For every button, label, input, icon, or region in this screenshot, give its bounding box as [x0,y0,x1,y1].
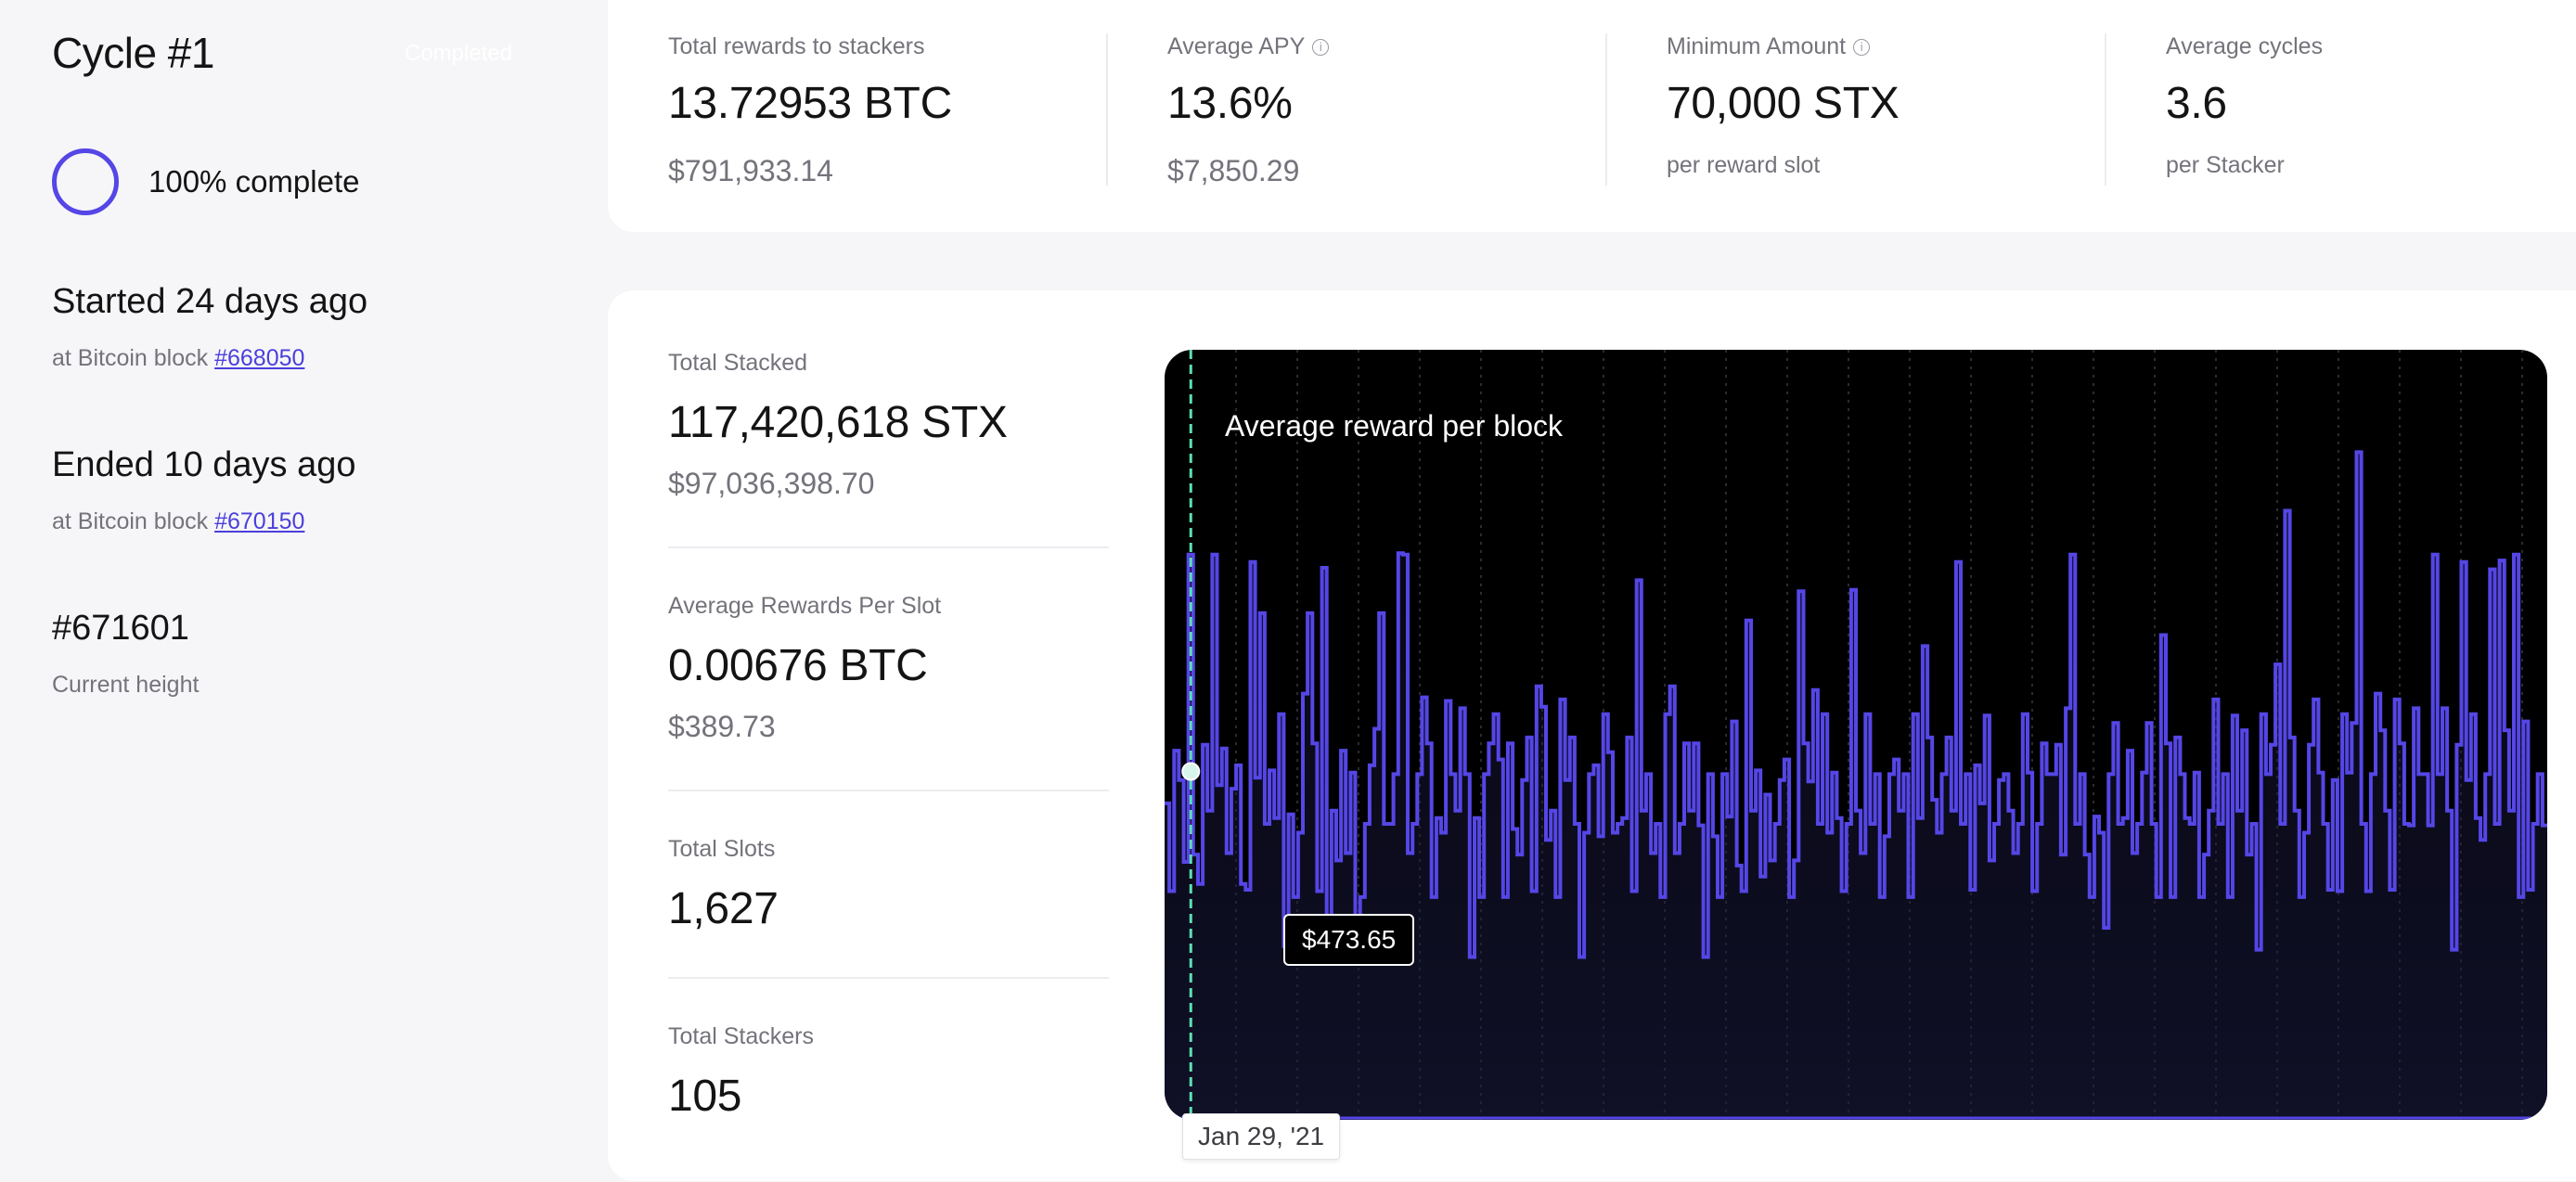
stat-total-slots: Total Slots 1,627 [668,836,779,934]
divider [2105,33,2106,186]
chart-title: Average reward per block [1225,409,1564,443]
chart-tooltip: $473.65 [1283,914,1415,966]
metric-label: Average APY [1167,33,1306,59]
start-block: Started 24 days ago at Bitcoin block #66… [52,284,367,372]
stat-label: Total Stacked [668,350,808,376]
cycle-sidebar: Cycle #1 Completed 100% complete Started… [0,0,608,1182]
start-heading: Started 24 days ago [52,282,368,321]
metric-value: 13.6% [1167,79,1293,128]
metric-label: Total rewards to stackers [668,33,925,59]
end-block-link[interactable]: #670150 [214,508,305,534]
summary-card: Total rewards to stackers 13.72953 BTC $… [608,0,2576,232]
divider [668,790,1109,791]
start-block-prefix: at Bitcoin block [52,345,209,371]
stat-label: Total Stackers [668,1023,815,1049]
stat-total-stacked: Total Stacked 117,420,618 STX $97,036,39… [668,350,1008,501]
progress-label: 100% complete [148,164,360,199]
current-height-label: Current height [52,672,200,698]
height-block: #671601 Current height [52,610,199,699]
metric-sub: $791,933.14 [668,154,833,187]
start-block-info: at Bitcoin block #668050 [52,345,367,372]
stat-value: 117,420,618 STX [668,398,1008,447]
end-heading: Ended 10 days ago [52,445,356,484]
cycle-status-badge: Completed [405,41,513,66]
metric-label: Minimum Amount [1667,33,1847,59]
metric-sub: per Stacker [2166,152,2285,178]
stat-average-rewards-per-slot: Average Rewards Per Slot 0.00676 BTC $38… [668,593,941,744]
end-block-prefix: at Bitcoin block [52,508,209,534]
stat-total-stackers: Total Stackers 105 [668,1023,814,1122]
divider [1605,33,1607,186]
stat-value: 0.00676 BTC [668,641,928,690]
metric-value: 13.72953 BTC [668,79,952,128]
metric-label: Average cycles [2166,33,2324,59]
divider [668,546,1109,548]
stat-value: 105 [668,1072,742,1121]
cycle-title: Cycle #1 [52,29,214,77]
progress-ring-icon [52,148,119,215]
divider [1106,33,1108,186]
stat-sub: $97,036,398.70 [668,467,875,500]
end-block: Ended 10 days ago at Bitcoin block #6701… [52,447,356,535]
current-height-value: #671601 [52,609,189,648]
series-line [1165,450,2547,959]
info-icon[interactable]: i [1312,39,1330,56]
start-block-link[interactable]: #668050 [214,345,305,371]
metric-sub: $7,850.29 [1167,154,1300,187]
chart-hover-point[interactable] [1181,762,1201,781]
stat-label: Total Slots [668,836,776,862]
divider [668,977,1109,979]
end-block-info: at Bitcoin block #670150 [52,508,356,535]
stat-label: Average Rewards Per Slot [668,593,942,619]
reward-chart[interactable]: Average reward per block $473.65 [1165,350,2547,1120]
stat-value: 1,627 [668,884,779,933]
chart-hover-date: Jan 29, '21 [1182,1113,1341,1160]
metric-sub: per reward slot [1667,152,1821,178]
info-icon[interactable]: i [1853,39,1871,56]
reward-chart-canvas[interactable] [1165,350,2547,1120]
metric-value: 70,000 STX [1667,79,1900,128]
stat-sub: $389.73 [668,710,776,743]
metric-value: 3.6 [2166,79,2227,128]
